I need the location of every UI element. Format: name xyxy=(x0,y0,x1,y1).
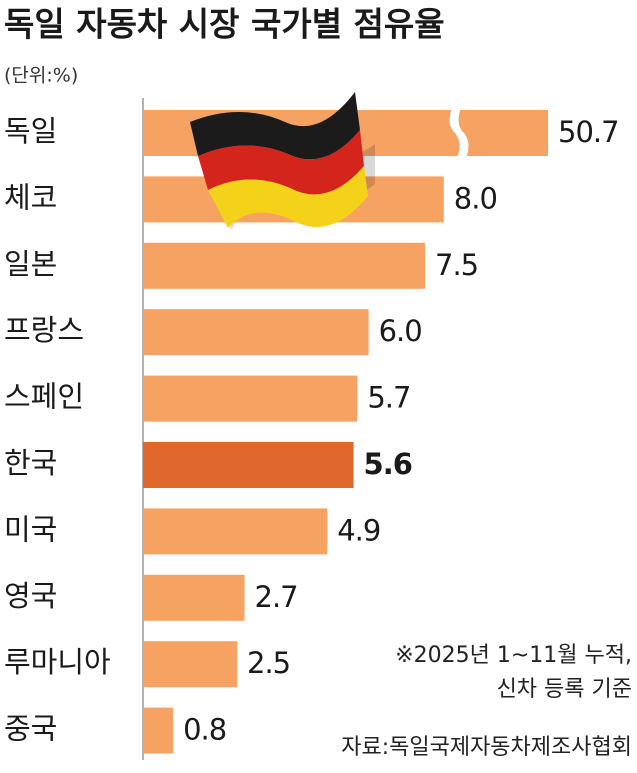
bar xyxy=(143,442,354,488)
value-label: 8.0 xyxy=(454,181,497,215)
value-label: 4.9 xyxy=(337,513,380,547)
category-label: 프랑스 xyxy=(4,313,84,347)
category-label: 중국 xyxy=(4,712,57,746)
flag-gold xyxy=(208,166,368,228)
bar xyxy=(143,375,358,422)
source: 자료:독일국제자동차제조사협회 xyxy=(341,735,632,760)
category-label: 한국 xyxy=(4,446,57,480)
category-label: 체코 xyxy=(4,180,57,214)
value-label: 5.6 xyxy=(364,447,412,481)
unit-label: (단위:%) xyxy=(4,65,78,87)
category-label: 독일 xyxy=(4,114,57,148)
bar xyxy=(143,641,237,688)
flag-red xyxy=(198,130,364,195)
value-label: 0.8 xyxy=(183,713,226,747)
bar xyxy=(143,707,174,754)
category-label: 루마니아 xyxy=(4,645,111,679)
flag-icon xyxy=(190,92,375,230)
bar xyxy=(143,309,369,356)
value-label: 2.7 xyxy=(255,580,298,614)
bar xyxy=(143,508,328,555)
category-label: 영국 xyxy=(4,579,57,613)
value-label: 7.5 xyxy=(435,248,478,282)
category-label: 미국 xyxy=(4,512,57,546)
value-label: 50.7 xyxy=(558,115,619,149)
value-label: 2.5 xyxy=(247,646,290,680)
note: ※2025년 1~11월 누적, xyxy=(395,643,632,668)
bar xyxy=(143,242,425,289)
category-label: 일본 xyxy=(4,247,57,281)
chart-title: 독일 자동차 시장 국가별 점유율 xyxy=(4,5,445,44)
value-label: 6.0 xyxy=(379,314,422,348)
note: 신차 등록 기준 xyxy=(497,677,632,702)
value-label: 5.7 xyxy=(367,381,410,415)
axis-break xyxy=(449,108,469,158)
bar xyxy=(143,574,245,621)
category-label: 스페인 xyxy=(4,380,84,414)
flag-black xyxy=(190,92,360,160)
